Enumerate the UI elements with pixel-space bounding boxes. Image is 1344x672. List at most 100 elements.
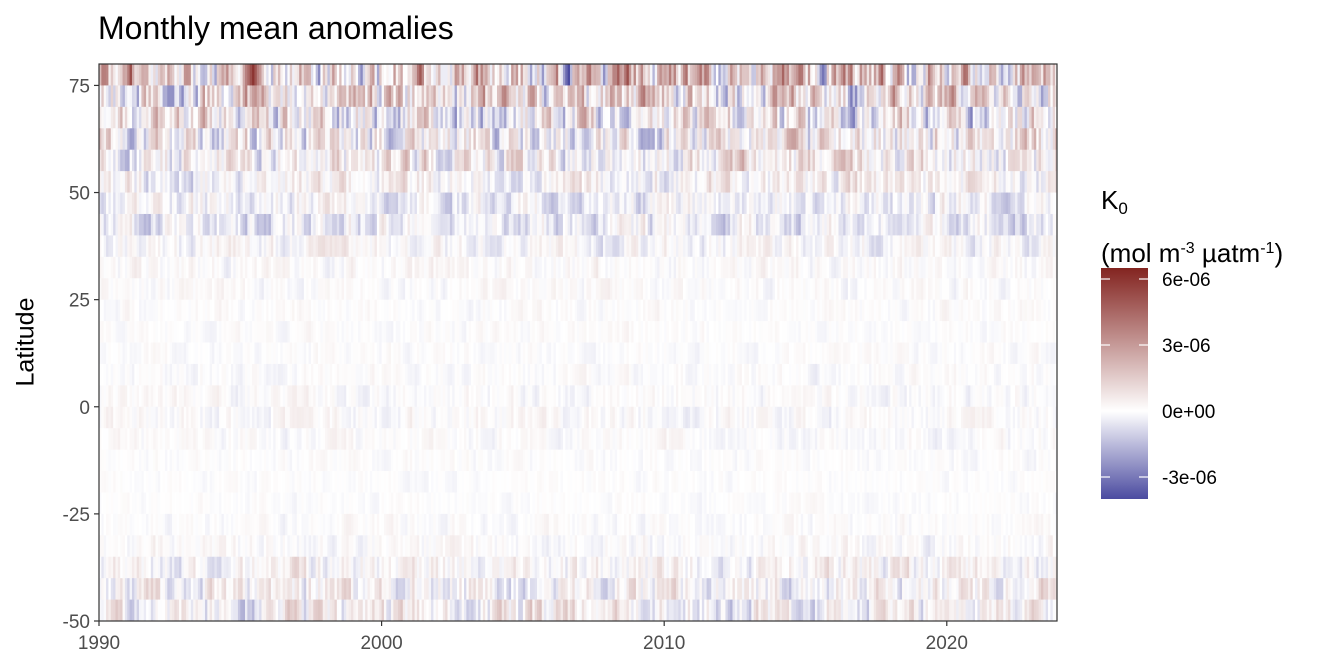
heatmap-cell [376,342,380,365]
heatmap-cell [365,556,368,579]
heatmap-cell [292,192,295,215]
heatmap-cell [520,578,524,600]
heatmap-cell [400,385,404,408]
heatmap-cell [353,171,357,193]
heatmap-cell [233,278,236,301]
heatmap-cell [499,106,503,129]
heatmap-cell [127,235,131,258]
heatmap-cell [388,192,392,215]
heatmap-cell [207,449,211,472]
heatmap-cell [155,428,159,451]
heatmap-cell [325,213,328,236]
heatmap-cell [400,471,404,493]
heatmap-cell [482,578,486,600]
heatmap-cell [99,406,102,429]
heatmap-cell [235,192,239,215]
heatmap-cell [162,492,166,515]
heatmap-cell [299,513,302,536]
heatmap-cell [334,85,338,108]
heatmap-cell [442,85,446,108]
heatmap-cell [518,599,521,621]
heatmap-cell [499,128,503,151]
heatmap-cell [263,149,267,172]
heatmap-cell [181,256,185,279]
heatmap-cell [480,85,484,108]
heatmap-cell [513,106,517,129]
heatmap-cell [209,85,213,108]
heatmap-cell [520,342,524,365]
heatmap-cell [99,471,102,493]
heatmap-cell [383,449,387,472]
heatmap-cell [544,428,547,451]
heatmap-cell [131,599,135,621]
heatmap-cell [289,256,293,279]
heatmap-cell [386,535,390,558]
heatmap-cell [372,321,375,343]
heatmap-cell [169,128,173,151]
heatmap-cell [268,106,272,129]
heatmap-cell [204,149,208,172]
heatmap-cell [322,556,326,579]
heatmap-cell [172,149,175,172]
heatmap-cell [176,256,180,279]
heatmap-cell [259,535,262,558]
heatmap-cell [245,192,248,215]
heatmap-cell [310,149,314,172]
heatmap-cell [228,321,232,343]
heatmap-cell [381,278,385,301]
heatmap-cell [372,106,375,129]
heatmap-cell [289,278,293,301]
heatmap-cell [546,299,550,322]
heatmap-cell [325,171,328,193]
heatmap-cell [292,556,295,579]
heatmap-cell [501,299,505,322]
heatmap-cell [341,85,345,108]
heatmap-cell [506,171,510,193]
heatmap-cell [270,64,274,86]
heatmap-cell [313,599,317,621]
heatmap-cell [322,535,326,558]
heatmap-cell [489,342,493,365]
heatmap-cell [544,385,547,408]
heatmap-cell [139,192,142,215]
heatmap-cell [327,128,331,151]
heatmap-cell [362,599,366,621]
heatmap-cell [548,513,552,536]
heatmap-cell [393,192,397,215]
heatmap-cell [277,128,281,151]
heatmap-cell [449,535,453,558]
heatmap-cell [426,449,430,472]
heatmap-cell [362,513,366,536]
heatmap-cell [259,213,262,236]
heatmap-cell [421,213,425,236]
heatmap-cell [193,85,196,108]
heatmap-cell [242,235,246,258]
heatmap-cell [386,171,390,193]
heatmap-cell [308,85,312,108]
heatmap-cell [193,556,196,579]
heatmap-cell [280,428,284,451]
heatmap-cell [419,64,423,86]
heatmap-cell [522,106,526,129]
heatmap-cell [346,342,350,365]
heatmap-cell [374,149,378,172]
heatmap-cell [268,85,272,108]
heatmap-cell [301,299,305,322]
heatmap-cell [299,385,302,408]
heatmap-cell [489,321,493,343]
heatmap-cell [360,556,364,579]
heatmap-cell [539,128,543,151]
heatmap-cell [461,492,465,515]
heatmap-cell [259,342,262,365]
heatmap-cell [447,406,451,429]
heatmap-cell [249,128,253,151]
heatmap-cell [275,278,279,301]
heatmap-cell [287,299,291,322]
heatmap-cell [221,513,225,536]
heatmap-cell [141,235,145,258]
heatmap-cell [374,363,378,386]
heatmap-cell [376,213,380,236]
heatmap-cell [405,299,408,322]
heatmap-cell [398,149,401,172]
heatmap-cell [485,578,488,600]
